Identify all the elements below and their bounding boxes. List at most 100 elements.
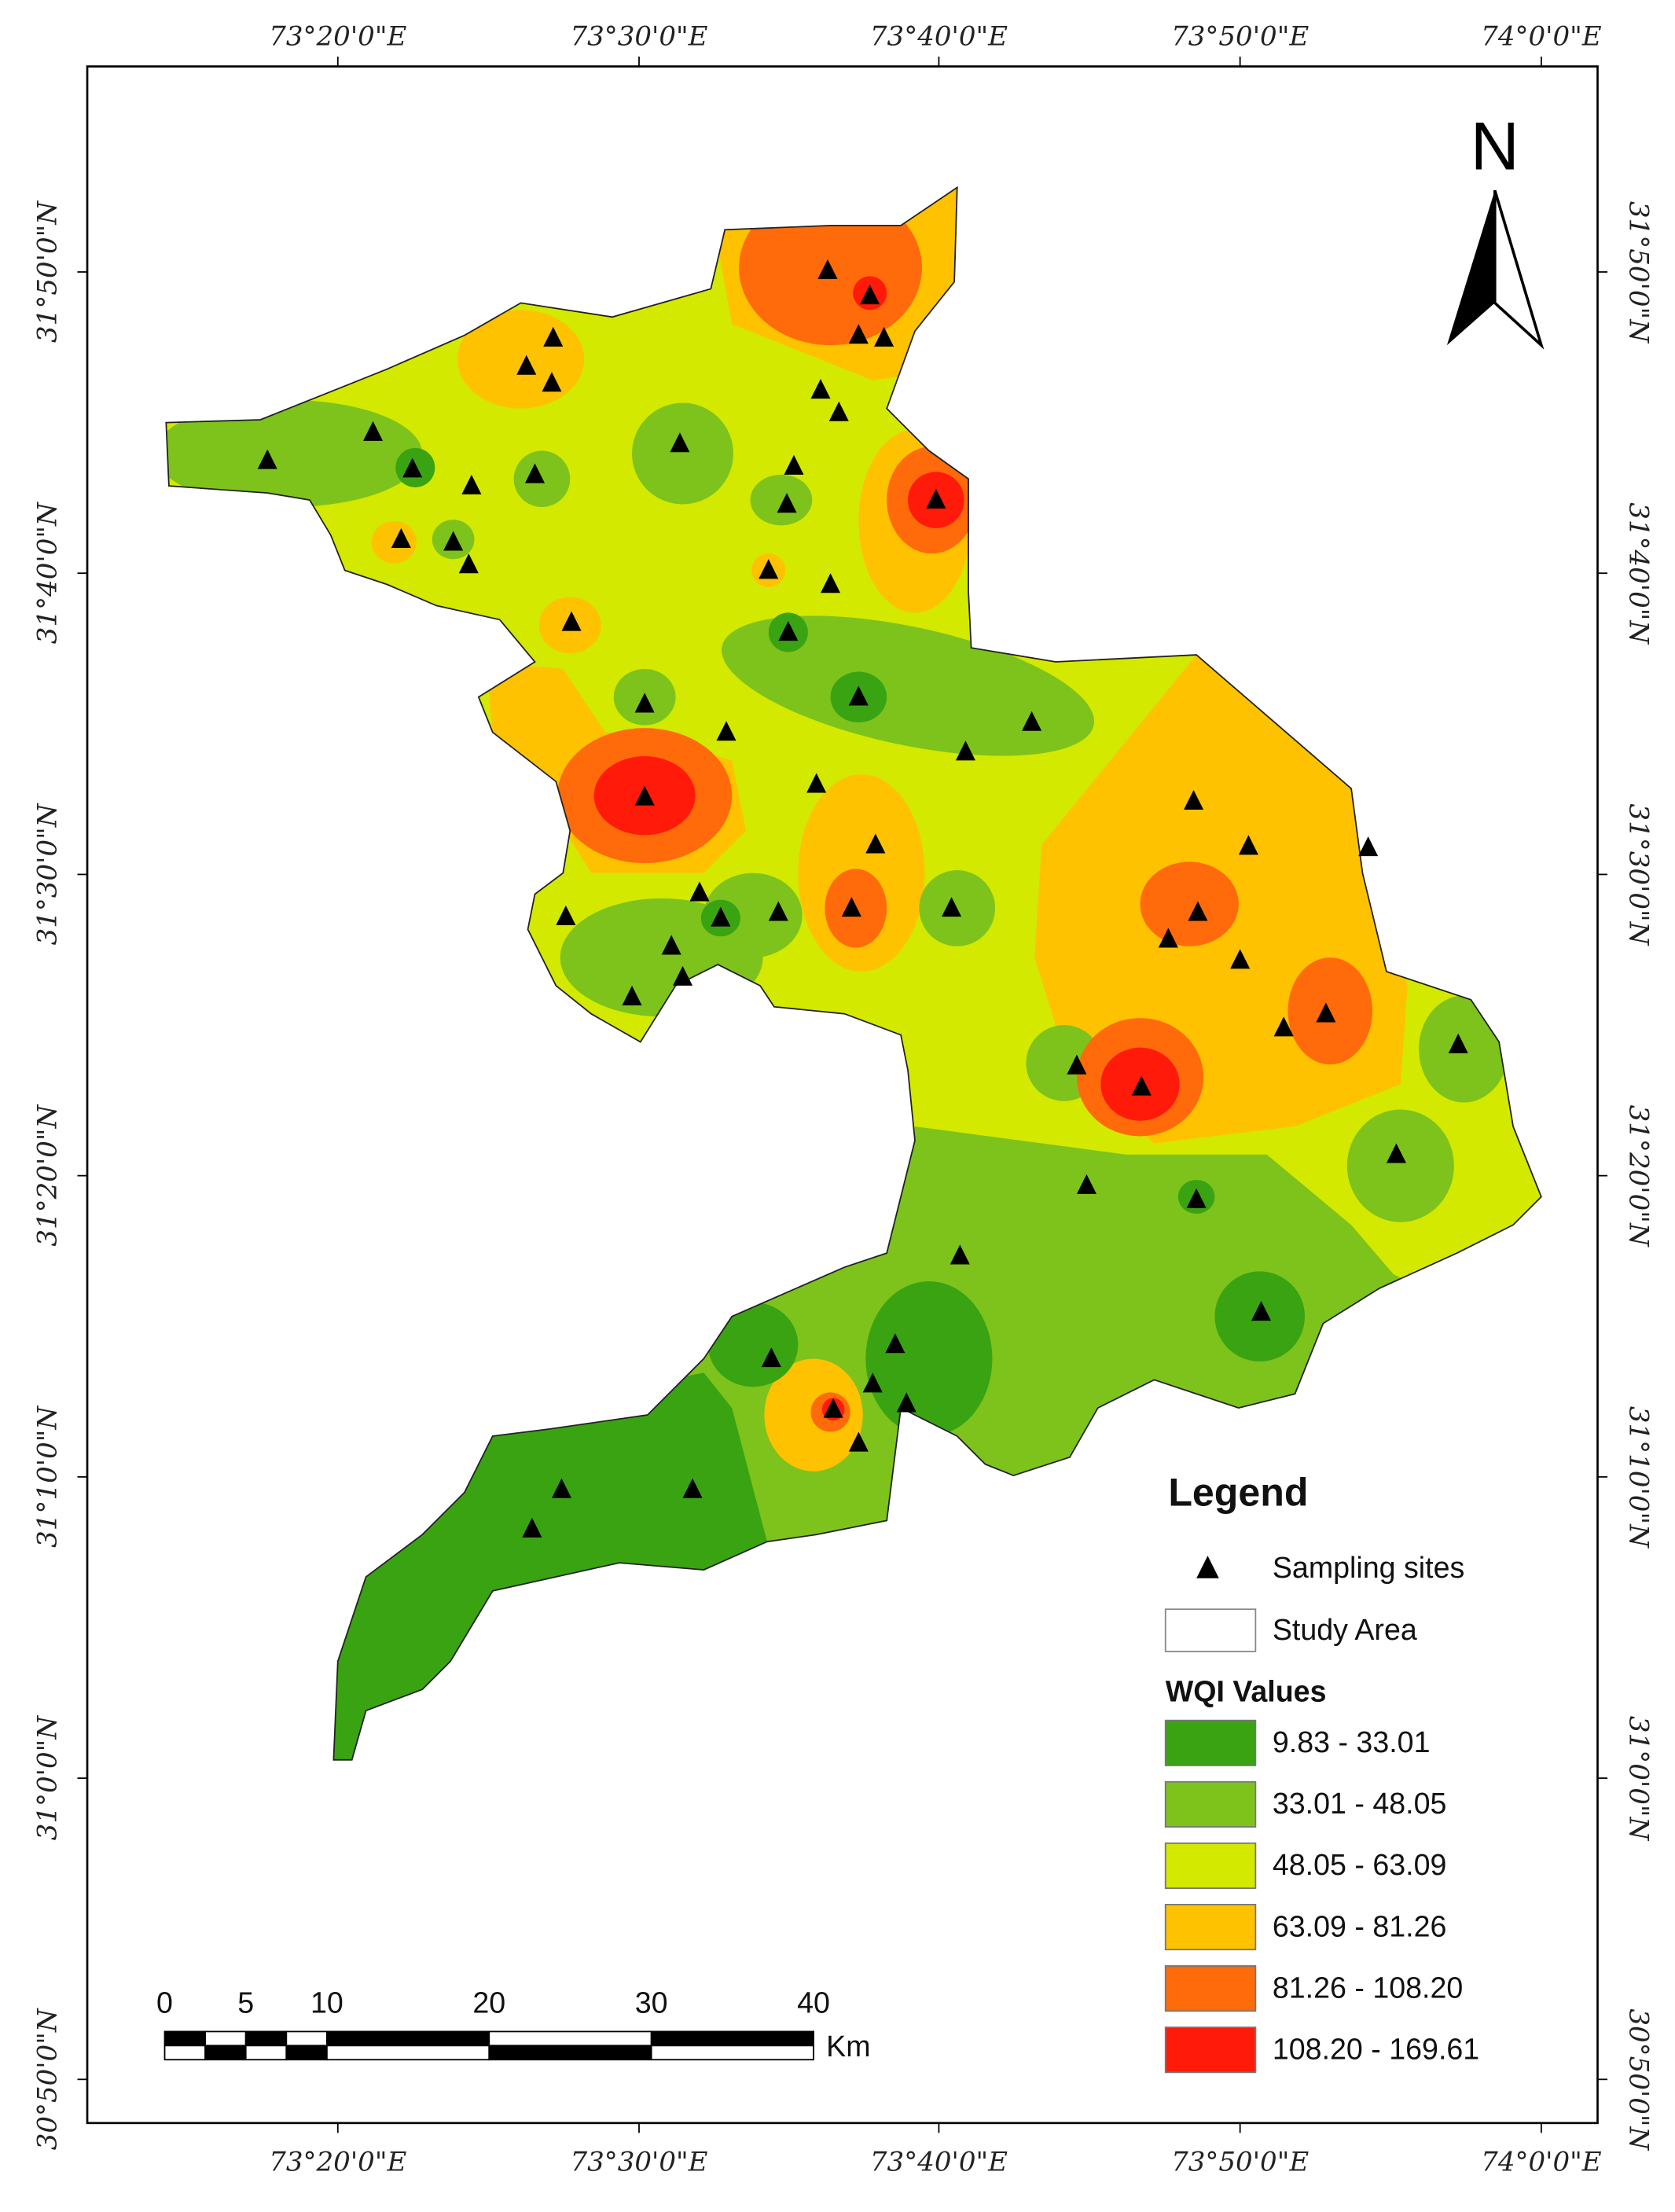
scale-segment: [488, 2045, 652, 2061]
sampling-site: [784, 454, 804, 475]
scale-segment: [204, 2030, 247, 2047]
sampling-site: [768, 901, 788, 921]
top-coord-label: 74°0'0"E: [1481, 21, 1602, 53]
sampling-site: [542, 372, 562, 392]
sampling-site: [1022, 711, 1042, 731]
right-coord-label: 31°20'0"N: [1623, 1105, 1655, 1247]
sampling-site: [402, 457, 423, 478]
legend-swatch: [1164, 1780, 1257, 1828]
north-arrow: [1446, 190, 1495, 346]
scale-label: 0: [156, 1986, 173, 2019]
left-coord-label: 31°0'0"N: [32, 1715, 64, 1841]
sampling-site: [1131, 1075, 1152, 1096]
sampling-site: [841, 897, 861, 917]
sampling-site: [777, 493, 797, 513]
bottom-coord-label: 74°0'0"E: [1481, 2147, 1602, 2178]
zone: [750, 474, 813, 526]
scale-unit: Km: [826, 2030, 870, 2063]
sampling-site: [848, 1431, 869, 1452]
north-arrow: [1493, 189, 1545, 350]
sampling-site: [461, 474, 482, 494]
zone: [632, 402, 733, 505]
left-coord-label: 31°20'0"N: [32, 1104, 64, 1246]
left-coord-label: 30°50'0"N: [32, 2008, 64, 2150]
sampling-site: [556, 905, 576, 925]
scale-segment: [326, 2030, 490, 2047]
zone: [1140, 862, 1239, 946]
legend-subtitle: WQI Values: [1166, 1675, 1327, 1708]
sampling-site: [896, 1392, 916, 1413]
legend-swatch: [1164, 1719, 1257, 1766]
sampling-site: [363, 421, 384, 441]
scale-bar: 0 5 10 20 30 40 Km: [156, 1986, 871, 2063]
legend-swatch: [1164, 2026, 1257, 2074]
legend-site-symbol: [1196, 1556, 1219, 1578]
scale-segment: [204, 2045, 247, 2061]
sampling-site: [761, 1347, 781, 1368]
legend-label: 108.20 - 169.61: [1273, 2032, 1479, 2065]
scale-segment: [488, 2030, 652, 2047]
bottom-coord-label: 73°50'0"E: [1171, 2147, 1309, 2178]
sampling-site: [862, 1372, 883, 1393]
legend-study-area-symbol: [1164, 1608, 1257, 1652]
sampling-site: [682, 1478, 703, 1498]
sampling-site: [821, 573, 841, 593]
top-coord-label: 73°20'0"E: [269, 21, 406, 53]
scale-label: 20: [472, 1986, 505, 2019]
legend-swatch: [1164, 1904, 1257, 1951]
right-coord-label: 31°40'0"N: [1623, 502, 1655, 645]
scale-segment: [326, 2045, 490, 2061]
sampling-site: [1076, 1174, 1096, 1194]
sampling-site: [823, 1398, 843, 1418]
scale-segment: [163, 2030, 207, 2047]
left-coord-label: 31°40'0"N: [32, 502, 64, 644]
bottom-coord-label: 73°40'0"E: [870, 2147, 1008, 2178]
sampling-site: [670, 432, 690, 453]
sampling-site: [551, 1478, 572, 1498]
sampling-site: [1316, 1002, 1336, 1023]
right-coord-label: 31°30'0"N: [1623, 803, 1655, 946]
sampling-site: [1184, 789, 1204, 810]
sampling-site: [885, 1333, 905, 1354]
scale-label: 30: [635, 1986, 668, 2019]
legend-label: Sampling sites: [1273, 1551, 1464, 1584]
sampling-site: [1067, 1054, 1087, 1075]
scale-segment: [650, 2045, 814, 2061]
right-coord-label: 31°10'0"N: [1623, 1406, 1655, 1549]
top-coord-label: 73°30'0"E: [570, 21, 707, 53]
sampling-site: [848, 685, 869, 706]
scale-segment: [244, 2030, 288, 2047]
bottom-coord-label: 73°20'0"E: [269, 2147, 406, 2178]
sampling-site: [458, 553, 479, 574]
sampling-site: [865, 833, 886, 854]
sampling-site: [443, 531, 464, 551]
sampling-site: [759, 559, 779, 579]
sampling-site: [1186, 1188, 1207, 1208]
sampling-site: [711, 906, 731, 927]
left-coord-label: 31°30'0"N: [32, 803, 64, 945]
graticule-labels: 73°20'0"E 73°30'0"E 73°40'0"E 73°50'0"E 74°0…: [32, 21, 1655, 2178]
right-coord-label: 31°0'0"N: [1623, 1716, 1655, 1842]
north-label: N: [1471, 108, 1519, 184]
top-coord-label: 73°40'0"E: [870, 21, 1008, 53]
left-coord-label: 31°10'0"N: [32, 1405, 64, 1548]
sampling-site: [1188, 901, 1208, 921]
sampling-site: [716, 721, 736, 741]
scale-segment: [285, 2030, 328, 2047]
sampling-site: [860, 285, 880, 305]
sampling-site: [806, 773, 827, 793]
legend-label: 9.83 - 33.01: [1273, 1725, 1431, 1758]
scale-segment: [244, 2045, 288, 2061]
sampling-site: [257, 449, 277, 469]
sampling-site: [661, 935, 681, 955]
sampling-site: [926, 488, 946, 509]
sampling-site: [955, 740, 975, 761]
scale-segment: [163, 2045, 207, 2061]
sampling-site: [634, 785, 655, 806]
sampling-site: [848, 324, 869, 344]
legend-label: 33.01 - 48.05: [1273, 1787, 1447, 1820]
sampling-site: [950, 1244, 970, 1265]
sampling-site: [634, 693, 655, 713]
